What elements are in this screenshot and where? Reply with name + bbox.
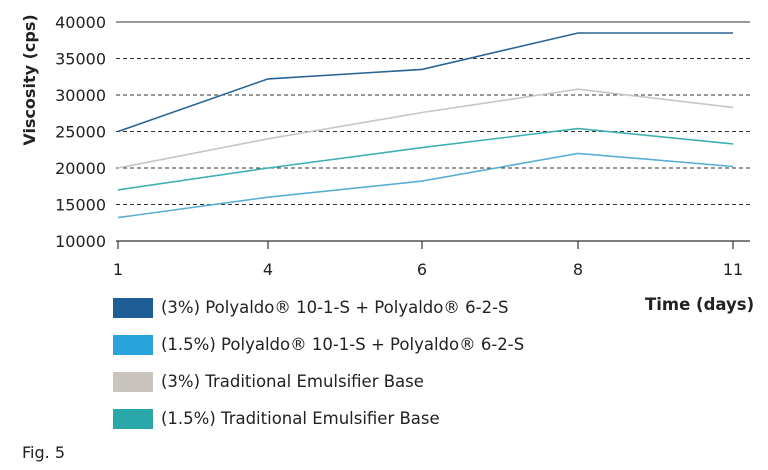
x-tick-label: 4 [263, 260, 273, 279]
x-tick-label: 1 [113, 260, 123, 279]
y-tick-label: 40000 [55, 13, 106, 32]
x-tick-label: 8 [573, 260, 583, 279]
x-axis: 1 4 6 8 11 [113, 240, 750, 279]
legend: (3%) Polyaldo® 10-1-S + Polyaldo® 6-2-S … [113, 289, 524, 437]
x-tick-label: 11 [723, 260, 743, 279]
series-lines [117, 32, 734, 219]
legend-label: (3%) Polyaldo® 10-1-S + Polyaldo® 6-2-S [161, 298, 509, 317]
legend-swatch [113, 297, 153, 318]
series-line [117, 32, 733, 133]
legend-swatch [113, 408, 153, 429]
line-chart: 10000 15000 20000 25000 30000 35000 40000 1 4 6 8… [20, 13, 750, 279]
figure-caption: Fig. 5 [22, 443, 65, 462]
y-axis-label: Viscosity (cps) [20, 14, 39, 145]
legend-label: (1.5%) Traditional Emulsifier Base [161, 409, 440, 428]
y-tick-label: 20000 [55, 159, 106, 178]
grid-lines [116, 21, 750, 205]
legend-swatch [113, 371, 153, 392]
series-line [117, 127, 734, 191]
y-tick-label: 25000 [55, 123, 106, 142]
legend-label: (1.5%) Polyaldo® 10-1-S + Polyaldo® 6-2-… [161, 335, 525, 354]
x-tick-label: 6 [417, 260, 427, 279]
x-axis-label: Time (days) [645, 295, 755, 314]
y-tick-label: 30000 [55, 86, 106, 105]
y-tick-label: 15000 [55, 196, 106, 215]
y-axis-ticks: 10000 15000 20000 25000 30000 35000 40000 [55, 13, 106, 251]
y-tick-label: 10000 [55, 232, 106, 251]
legend-item: (1.5%) Polyaldo® 10-1-S + Polyaldo® 6-2-… [113, 326, 524, 363]
legend-item: (1.5%) Traditional Emulsifier Base [113, 400, 524, 437]
y-tick-label: 35000 [55, 50, 106, 69]
legend-item: (3%) Traditional Emulsifier Base [113, 363, 524, 400]
legend-item: (3%) Polyaldo® 10-1-S + Polyaldo® 6-2-S [113, 289, 524, 326]
series-line [117, 152, 734, 219]
series-line [117, 88, 734, 169]
legend-label: (3%) Traditional Emulsifier Base [161, 372, 424, 391]
legend-swatch [113, 334, 153, 355]
